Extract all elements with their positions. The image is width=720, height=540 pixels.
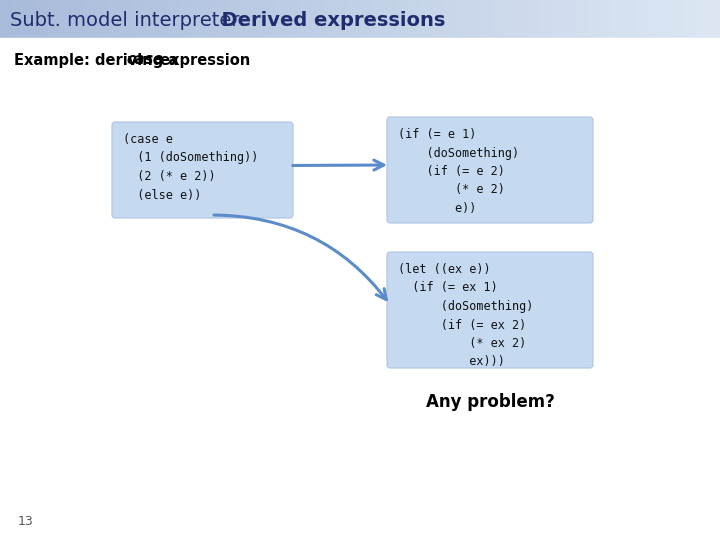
Bar: [384, 0, 396, 38]
Bar: [216, 0, 228, 38]
FancyBboxPatch shape: [387, 252, 593, 368]
Bar: [600, 0, 612, 38]
Bar: [276, 0, 288, 38]
Bar: [360, 0, 372, 38]
Bar: [636, 0, 648, 38]
Text: (if (= e 1)
    (doSomething)
    (if (= e 2)
        (* e 2)
        e)): (if (= e 1) (doSomething) (if (= e 2) (*…: [398, 128, 519, 215]
Bar: [180, 0, 192, 38]
Bar: [204, 0, 216, 38]
Bar: [708, 0, 720, 38]
Bar: [48, 0, 60, 38]
Text: Derived expressions: Derived expressions: [208, 11, 446, 30]
Bar: [12, 0, 24, 38]
Bar: [660, 0, 672, 38]
Bar: [132, 0, 144, 38]
Bar: [24, 0, 36, 38]
Bar: [528, 0, 540, 38]
Bar: [156, 0, 168, 38]
Bar: [372, 0, 384, 38]
Text: expression: expression: [155, 52, 251, 68]
FancyBboxPatch shape: [112, 122, 293, 218]
Bar: [120, 0, 132, 38]
Bar: [36, 0, 48, 38]
Text: Subt. model interpreter:: Subt. model interpreter:: [10, 11, 246, 30]
Bar: [336, 0, 348, 38]
Text: Any problem?: Any problem?: [426, 393, 554, 411]
Bar: [552, 0, 564, 38]
Bar: [456, 0, 468, 38]
Bar: [504, 0, 516, 38]
Bar: [192, 0, 204, 38]
Bar: [396, 0, 408, 38]
Bar: [108, 0, 120, 38]
Bar: [480, 0, 492, 38]
Bar: [168, 0, 180, 38]
Bar: [540, 0, 552, 38]
Bar: [60, 0, 72, 38]
Bar: [648, 0, 660, 38]
Bar: [624, 0, 636, 38]
Bar: [684, 0, 696, 38]
Bar: [300, 0, 312, 38]
Bar: [408, 0, 420, 38]
Bar: [0, 0, 12, 38]
Bar: [516, 0, 528, 38]
Bar: [348, 0, 360, 38]
Bar: [420, 0, 432, 38]
Bar: [444, 0, 456, 38]
Bar: [696, 0, 708, 38]
Bar: [588, 0, 600, 38]
Bar: [672, 0, 684, 38]
FancyBboxPatch shape: [387, 117, 593, 223]
Bar: [252, 0, 264, 38]
Bar: [288, 0, 300, 38]
Bar: [312, 0, 324, 38]
Bar: [432, 0, 444, 38]
Bar: [228, 0, 240, 38]
Bar: [264, 0, 276, 38]
Text: (case e
  (1 (doSomething))
  (2 (* e 2))
  (else e)): (case e (1 (doSomething)) (2 (* e 2)) (e…: [123, 133, 258, 201]
Bar: [576, 0, 588, 38]
Text: case: case: [126, 52, 163, 68]
Bar: [240, 0, 252, 38]
Bar: [96, 0, 108, 38]
Text: Example: deriving a: Example: deriving a: [14, 52, 184, 68]
Bar: [72, 0, 84, 38]
Bar: [324, 0, 336, 38]
Bar: [492, 0, 504, 38]
Bar: [84, 0, 96, 38]
Text: (let ((ex e))
  (if (= ex 1)
      (doSomething)
      (if (= ex 2)
          (*: (let ((ex e)) (if (= ex 1) (doSomething)…: [398, 263, 534, 368]
Bar: [612, 0, 624, 38]
Bar: [144, 0, 156, 38]
Text: 13: 13: [18, 515, 34, 528]
Bar: [564, 0, 576, 38]
Bar: [468, 0, 480, 38]
